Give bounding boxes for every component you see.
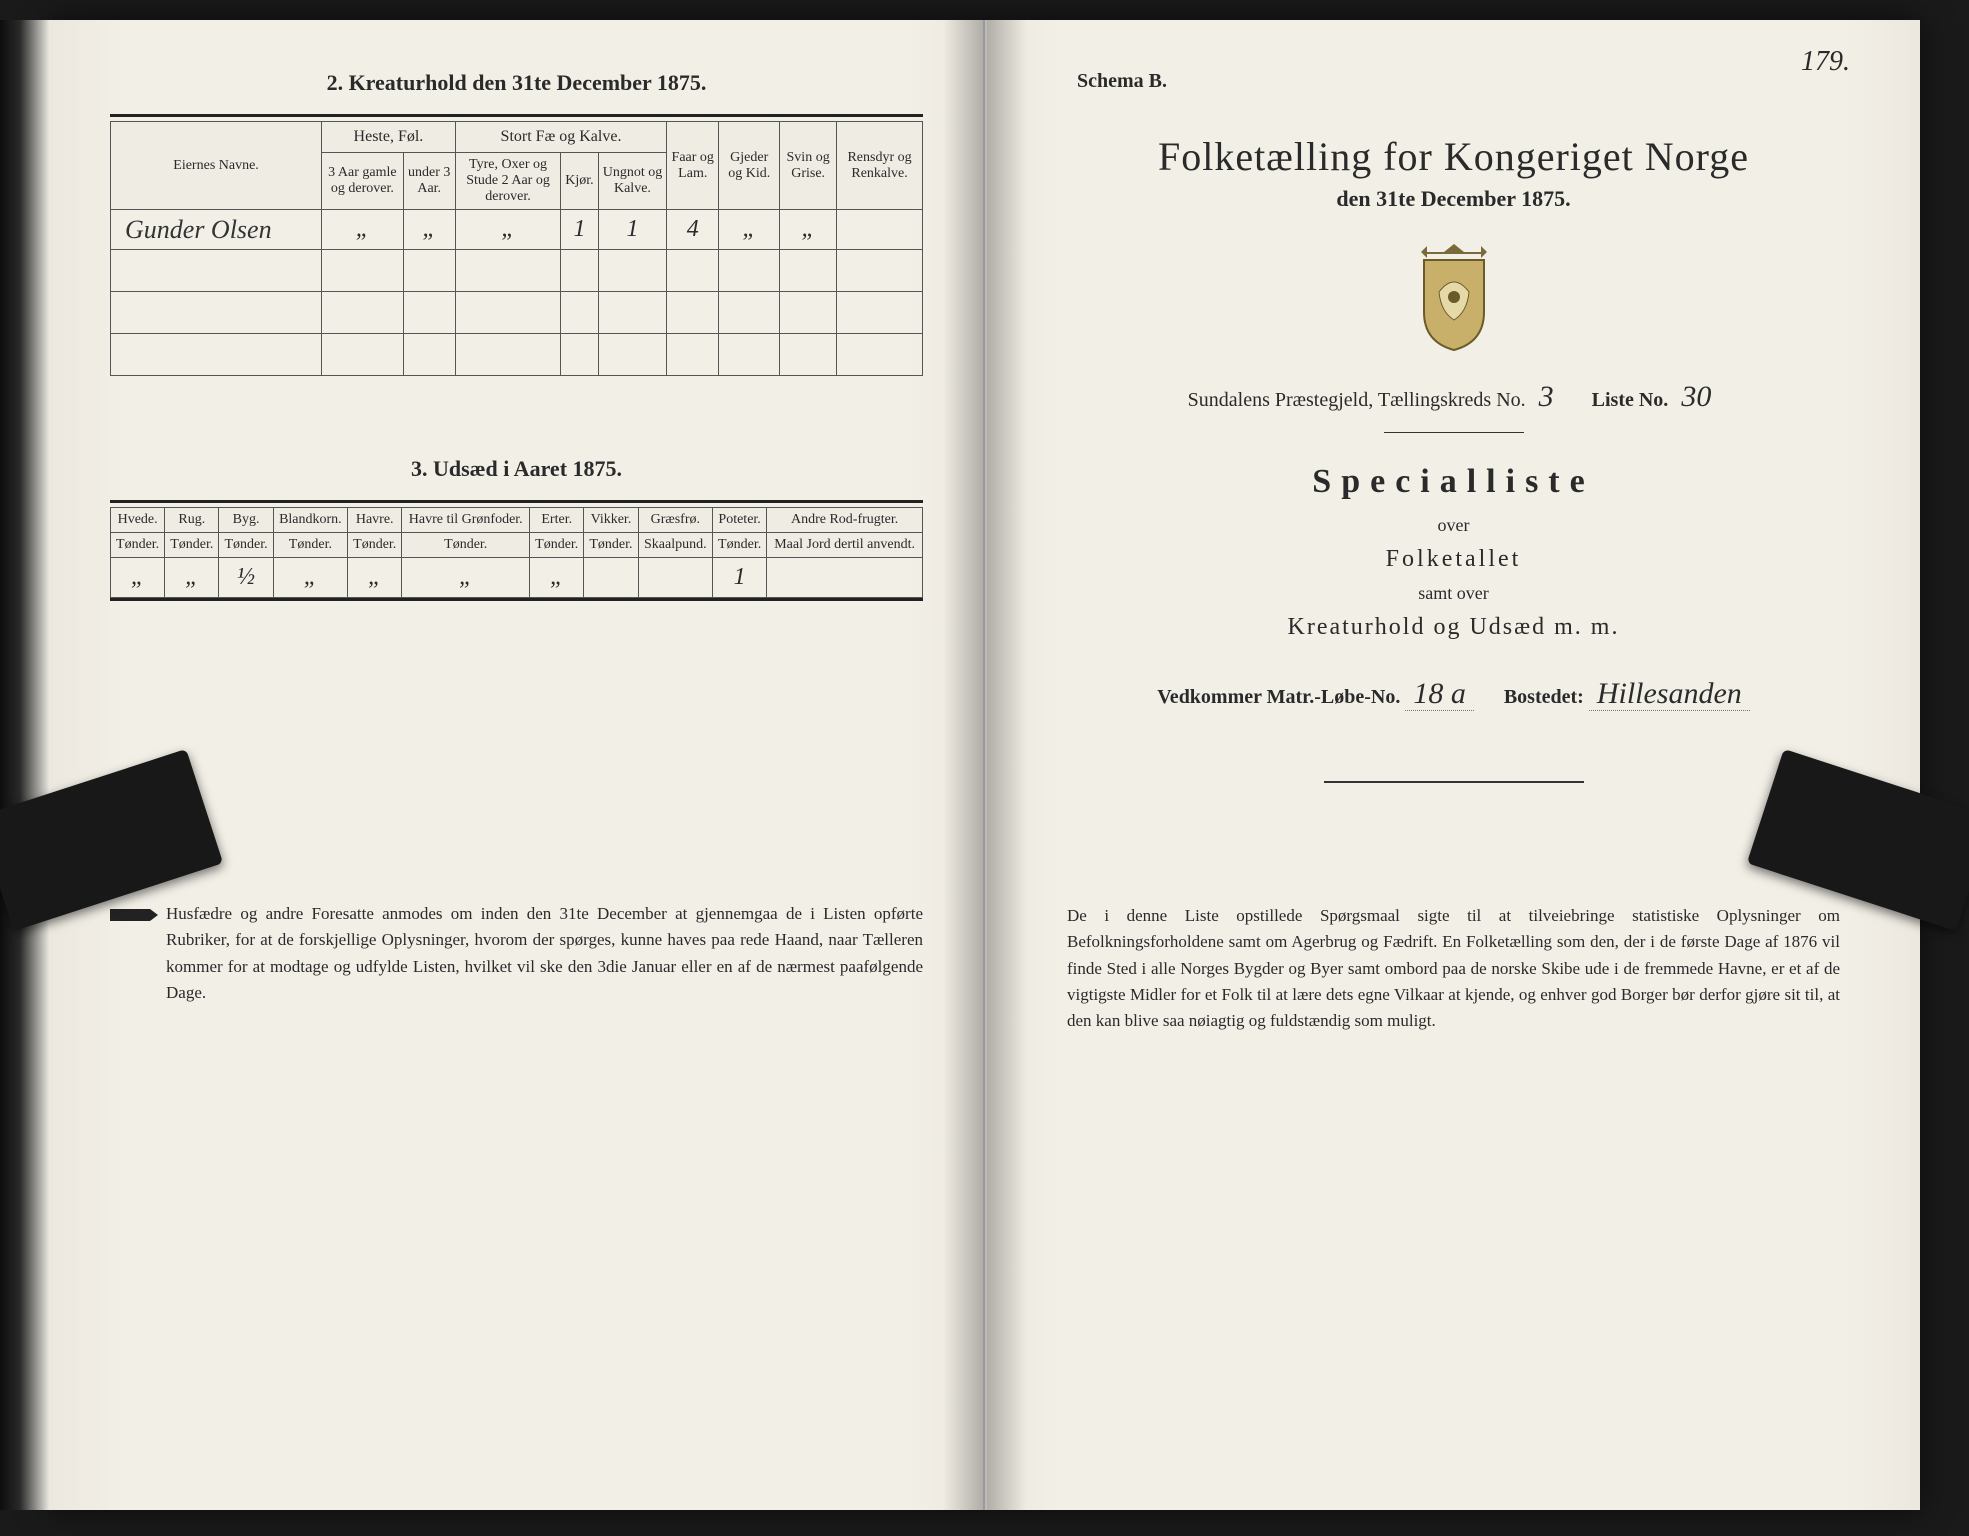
cell: „ bbox=[719, 210, 780, 250]
page-number: 179. bbox=[1801, 46, 1850, 78]
col-havre: Havre. bbox=[348, 508, 402, 533]
col-byg: Byg. bbox=[219, 508, 273, 533]
cell: „ bbox=[403, 210, 455, 250]
cell: „ bbox=[273, 558, 347, 598]
gutter-shadow bbox=[987, 20, 1027, 1510]
matr-line: Vedkommer Matr.-Løbe-No. 18 a Bostedet: … bbox=[1047, 677, 1860, 711]
rule bbox=[110, 500, 923, 503]
unit: Skaalpund. bbox=[638, 533, 712, 558]
unit: Tønder. bbox=[348, 533, 402, 558]
cell: „ bbox=[455, 210, 561, 250]
cell bbox=[584, 558, 638, 598]
unit: Tønder. bbox=[530, 533, 584, 558]
col-group-heste: Heste, Føl. bbox=[322, 122, 456, 153]
liste-no: 30 bbox=[1673, 380, 1719, 413]
table-row: Gunder Olsen „ „ „ 1 1 4 „ „ bbox=[111, 210, 923, 250]
cell: 1 bbox=[561, 210, 598, 250]
col-gjeder: Gjeder og Kid. bbox=[719, 122, 780, 210]
cell: „ bbox=[322, 210, 404, 250]
cell: „ bbox=[348, 558, 402, 598]
liste-label: Liste No. bbox=[1592, 389, 1669, 411]
table-row: „ „ ½ „ „ „ „ 1 bbox=[111, 558, 923, 598]
bostedet-value: Hillesanden bbox=[1589, 677, 1750, 711]
col-blandkorn: Blandkorn. bbox=[273, 508, 347, 533]
table-row bbox=[111, 292, 923, 334]
unit: Tønder. bbox=[111, 533, 165, 558]
census-date: den 31te December 1875. bbox=[1047, 186, 1860, 212]
cell: „ bbox=[530, 558, 584, 598]
gutter-shadow bbox=[943, 20, 983, 1510]
owner-name: Gunder Olsen bbox=[111, 210, 322, 250]
cell: „ bbox=[165, 558, 219, 598]
unit: Tønder. bbox=[402, 533, 530, 558]
col-andre: Andre Rod-frugter. bbox=[767, 508, 923, 533]
unit: Tønder. bbox=[713, 533, 767, 558]
col-erter: Erter. bbox=[530, 508, 584, 533]
col-kjor: Kjør. bbox=[561, 153, 598, 210]
meta-prefix: Sundalens Præstegjeld, Tællingskreds No. bbox=[1188, 389, 1526, 411]
cell bbox=[767, 558, 923, 598]
divider bbox=[1324, 781, 1584, 783]
unit: Tønder. bbox=[219, 533, 273, 558]
book-spread: 2. Kreaturhold den 31te December 1875. E… bbox=[50, 20, 1920, 1510]
col-group-stort: Stort Fæ og Kalve. bbox=[455, 122, 666, 153]
cell: „ bbox=[111, 558, 165, 598]
rule bbox=[110, 114, 923, 117]
cell: 1 bbox=[713, 558, 767, 598]
folketallet-label: Folketallet bbox=[1047, 546, 1860, 573]
unit: Tønder. bbox=[165, 533, 219, 558]
coat-of-arms-icon bbox=[1409, 242, 1499, 352]
census-title: Folketælling for Kongeriget Norge bbox=[1047, 133, 1860, 180]
col-svin: Svin og Grise. bbox=[780, 122, 837, 210]
matr-no: 18 a bbox=[1405, 677, 1474, 711]
over-label: over bbox=[1047, 515, 1860, 536]
col-3aar: 3 Aar gamle og derover. bbox=[322, 153, 404, 210]
bostedet-label: Bostedet: bbox=[1504, 686, 1584, 708]
cell: „ bbox=[402, 558, 530, 598]
pointing-hand-icon bbox=[110, 903, 158, 927]
cell bbox=[837, 210, 923, 250]
footnote-text: Husfædre og andre Foresatte anmodes om i… bbox=[166, 904, 923, 1002]
col-poteter: Poteter. bbox=[713, 508, 767, 533]
samt-over-label: samt over bbox=[1047, 583, 1860, 604]
cell: „ bbox=[780, 210, 837, 250]
unit: Tønder. bbox=[273, 533, 347, 558]
kreaturhold-table: Eiernes Navne. Heste, Føl. Stort Fæ og K… bbox=[110, 121, 923, 376]
col-rensdyr: Rensdyr og Renkalve. bbox=[837, 122, 923, 210]
vedk-label: Vedkommer Matr.-Løbe-No. bbox=[1157, 686, 1400, 708]
udsaed-table: Hvede. Rug. Byg. Blandkorn. Havre. Havre… bbox=[110, 507, 923, 598]
col-havre-gron: Havre til Grønfoder. bbox=[402, 508, 530, 533]
kreds-no: 3 bbox=[1531, 380, 1562, 413]
col-hvede: Hvede. bbox=[111, 508, 165, 533]
col-faar: Faar og Lam. bbox=[667, 122, 719, 210]
cell: 1 bbox=[598, 210, 667, 250]
col-ungnot: Ungnot og Kalve. bbox=[598, 153, 667, 210]
unit: Tønder. bbox=[584, 533, 638, 558]
meta-line: Sundalens Præstegjeld, Tællingskreds No.… bbox=[1047, 380, 1860, 414]
cell: ½ bbox=[219, 558, 273, 598]
section3-title: 3. Udsæd i Aaret 1875. bbox=[110, 456, 923, 482]
right-footnote: De i denne Liste opstillede Spørgsmaal s… bbox=[1047, 903, 1860, 1035]
schema-label: Schema B. bbox=[1077, 70, 1860, 93]
col-owner: Eiernes Navne. bbox=[111, 122, 322, 210]
cell bbox=[638, 558, 712, 598]
specialliste-heading: Specialliste bbox=[1047, 463, 1860, 501]
divider bbox=[1384, 432, 1524, 433]
table-row bbox=[111, 334, 923, 376]
col-tyre: Tyre, Oxer og Stude 2 Aar og derover. bbox=[455, 153, 561, 210]
section2-title: 2. Kreaturhold den 31te December 1875. bbox=[110, 70, 923, 96]
rule bbox=[110, 598, 923, 601]
col-under3: under 3 Aar. bbox=[403, 153, 455, 210]
table-row bbox=[111, 250, 923, 292]
unit: Maal Jord dertil anvendt. bbox=[767, 533, 923, 558]
col-graesfro: Græsfrø. bbox=[638, 508, 712, 533]
kreatur-label: Kreaturhold og Udsæd m. m. bbox=[1047, 614, 1860, 641]
col-rug: Rug. bbox=[165, 508, 219, 533]
cell: 4 bbox=[667, 210, 719, 250]
col-vikker: Vikker. bbox=[584, 508, 638, 533]
left-footnote: Husfædre og andre Foresatte anmodes om i… bbox=[110, 901, 923, 1006]
footnote-text: De i denne Liste opstillede Spørgsmaal s… bbox=[1067, 906, 1840, 1030]
page-edge bbox=[0, 20, 50, 1510]
